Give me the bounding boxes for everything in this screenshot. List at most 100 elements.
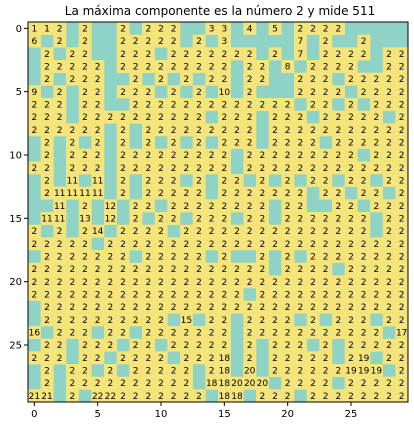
heatmap-cell <box>218 364 231 377</box>
cell-value-label: 2 <box>234 113 240 123</box>
heatmap-cell <box>129 351 143 365</box>
cell-value-label: 2 <box>399 253 405 263</box>
cell-value-label: 2 <box>82 240 88 250</box>
cell-value-label: 2 <box>361 253 367 263</box>
cell-value-label: 19 <box>358 367 370 377</box>
cell-value-label: 12 <box>105 202 116 212</box>
cell-value-label: 2 <box>348 316 354 326</box>
heatmap-cell <box>319 338 333 352</box>
heatmap-cell <box>281 136 295 149</box>
heatmap-cell <box>53 34 67 48</box>
heatmap-cell <box>78 237 92 251</box>
cell-value-label: 18 <box>219 367 231 377</box>
cell-value-label: 11 <box>67 177 78 187</box>
cell-value-label: 2 <box>133 354 139 364</box>
cell-value-label: 2 <box>57 341 63 351</box>
cell-value-label: 2 <box>348 215 354 225</box>
heatmap-cell <box>306 275 320 289</box>
heatmap-cell <box>243 351 257 365</box>
cell-value-label: 2 <box>133 379 139 389</box>
cell-value-label: 2 <box>272 303 278 313</box>
heatmap-cell <box>306 123 320 137</box>
cell-value-label: 2 <box>386 379 392 389</box>
heatmap-cell <box>319 34 333 48</box>
heatmap-cell <box>205 262 219 276</box>
heatmap-cell <box>395 110 409 124</box>
heatmap-cell <box>53 60 67 73</box>
cell-value-label: 2 <box>386 139 392 149</box>
heatmap-cell <box>243 212 257 225</box>
heatmap-cell <box>40 110 54 124</box>
heatmap-cell <box>357 174 371 187</box>
heatmap-cell <box>192 326 206 339</box>
cell-value-label: 2 <box>234 139 240 149</box>
heatmap-cell <box>319 98 333 111</box>
cell-value-label: 2 <box>399 139 405 149</box>
cell-value-label: 2 <box>183 50 189 60</box>
heatmap-cell <box>370 85 383 99</box>
cell-value-label: 2 <box>335 88 341 98</box>
cell-value-label: 2 <box>234 278 240 288</box>
cell-value-label: 2 <box>82 227 88 237</box>
heatmap-cell <box>306 351 320 365</box>
heatmap-cell <box>395 338 409 352</box>
heatmap-cell <box>28 123 41 137</box>
heatmap-cell <box>230 98 244 111</box>
cell-value-label: 2 <box>285 177 291 187</box>
cell-value-label: 2 <box>323 341 329 351</box>
cell-value-label: 2 <box>95 354 101 364</box>
cell-value-label: 2 <box>57 253 63 263</box>
cell-value-label: 2 <box>399 63 405 73</box>
cell-value-label: 2 <box>373 341 379 351</box>
heatmap-cell <box>28 389 41 403</box>
cell-value-label: 2 <box>69 303 75 313</box>
cell-value-label: 2 <box>82 75 88 85</box>
heatmap-cell <box>40 300 54 314</box>
cell-value-label: 2 <box>259 291 265 301</box>
cell-value-label: 2 <box>57 240 63 250</box>
cell-value-label: 2 <box>133 341 139 351</box>
heatmap-cell <box>218 34 231 48</box>
y-tick-label: 5 <box>16 87 22 98</box>
cell-value-label: 2 <box>196 189 202 199</box>
heatmap-cell <box>332 186 345 200</box>
heatmap-cell <box>78 224 92 238</box>
heatmap-cell <box>370 364 383 377</box>
heatmap-cell <box>256 212 269 225</box>
heatmap-cell <box>344 338 358 352</box>
heatmap-cell <box>256 174 269 187</box>
cell-value-label: 2 <box>361 88 367 98</box>
cell-value-label: 2 <box>31 278 37 288</box>
heatmap-cell <box>319 376 333 390</box>
heatmap-cell <box>129 262 143 276</box>
cell-value-label: 2 <box>158 367 164 377</box>
cell-value-label: 2 <box>171 151 177 161</box>
heatmap-cell <box>66 376 79 390</box>
cell-value-label: 2 <box>133 113 139 123</box>
heatmap-cell <box>53 237 67 251</box>
heatmap-cell <box>319 250 333 263</box>
cell-value-label: 2 <box>183 354 189 364</box>
cell-value-label: 2 <box>120 25 126 35</box>
cell-value-label: 2 <box>310 139 316 149</box>
heatmap-cell <box>66 123 79 137</box>
heatmap-cell <box>192 250 206 263</box>
cell-value-label: 2 <box>335 227 341 237</box>
cell-value-label: 2 <box>196 240 202 250</box>
cell-value-label: 2 <box>158 215 164 225</box>
cell-value-label: 2 <box>272 291 278 301</box>
heatmap-cell <box>370 199 383 213</box>
cell-value-label: 2 <box>259 303 265 313</box>
heatmap-cell <box>205 148 219 162</box>
cell-value-label: 2 <box>297 227 303 237</box>
cell-value-label: 2 <box>373 101 379 111</box>
heatmap-cell <box>243 98 257 111</box>
heatmap-cell <box>382 313 396 327</box>
cell-value-label: 2 <box>183 253 189 263</box>
cell-value-label: 2 <box>399 50 405 60</box>
heatmap-cell <box>256 288 269 301</box>
heatmap-cell <box>192 148 206 162</box>
heatmap-cell <box>294 237 307 251</box>
cell-value-label: 2 <box>234 291 240 301</box>
cell-value-label: 2 <box>44 379 50 389</box>
